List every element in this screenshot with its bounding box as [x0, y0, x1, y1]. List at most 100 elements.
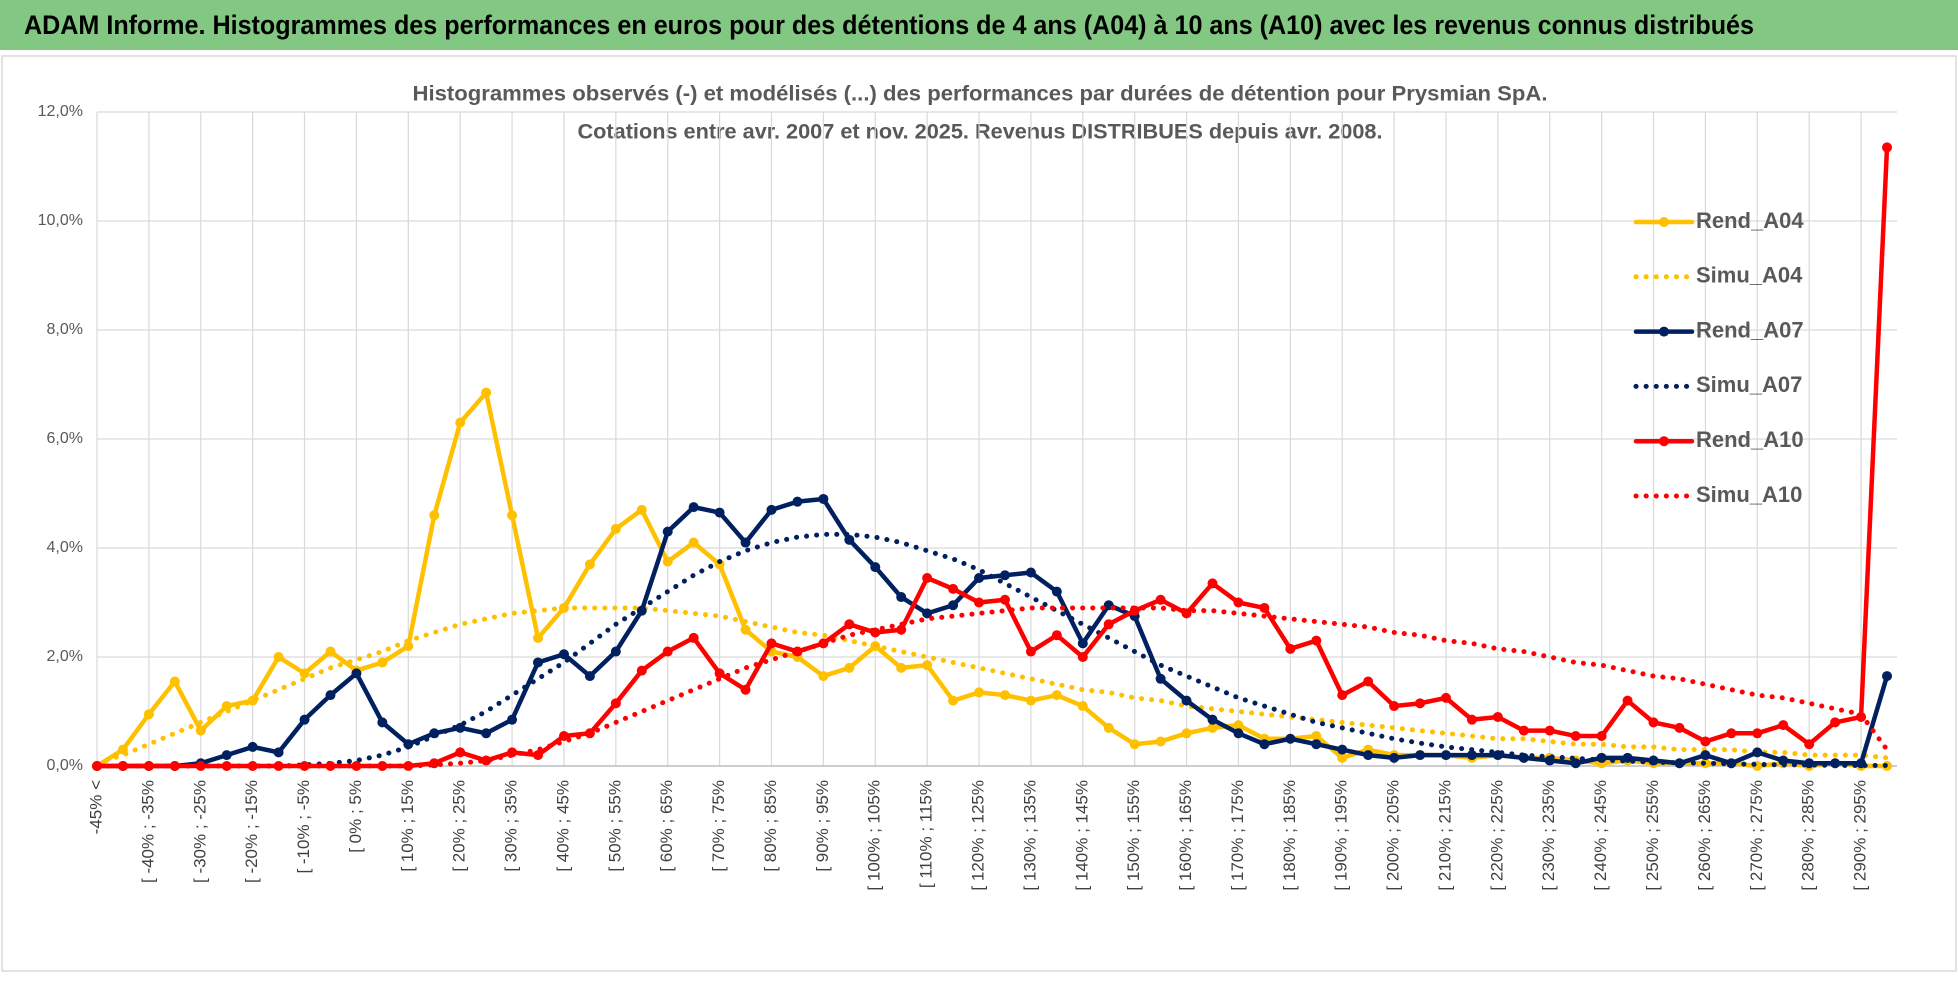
model-line — [94, 531, 1890, 769]
x-tick-label: [ 20% ; 25% — [450, 780, 469, 872]
data-point — [1882, 142, 1892, 153]
x-tick-label: [ 250% ; 255% — [1643, 780, 1662, 891]
model-line — [94, 605, 1890, 769]
data-point — [844, 534, 855, 545]
data-point — [714, 507, 725, 518]
data-point — [1311, 635, 1322, 646]
data-point — [1103, 722, 1114, 733]
data-point — [1207, 578, 1218, 589]
x-tick-label: [ -20% ; -15% — [242, 780, 261, 883]
x-tick-label: [ -40% ; -35% — [138, 780, 157, 883]
data-point — [636, 504, 647, 515]
data-point — [584, 671, 595, 682]
x-tick-label: [ 80% ; 85% — [761, 780, 780, 872]
x-tick-label: [ 210% ; 215% — [1435, 780, 1454, 891]
legend-label: Rend_A07 — [1696, 317, 1804, 342]
data-point — [1337, 690, 1348, 701]
data-point — [507, 510, 518, 521]
data-point — [844, 619, 855, 630]
data-point — [273, 747, 284, 758]
data-point — [1440, 692, 1451, 703]
data-point — [1389, 752, 1400, 763]
data-point — [974, 687, 985, 698]
x-tick-label: [ 0% ; 5% — [346, 780, 365, 853]
y-tick-label: 10,0% — [38, 212, 83, 229]
x-tick-label: [ 260% ; 265% — [1695, 780, 1714, 891]
x-tick-label: [ 230% ; 235% — [1539, 780, 1558, 891]
data-point — [533, 750, 544, 761]
data-point — [377, 657, 388, 668]
data-point — [948, 695, 959, 706]
data-point — [169, 761, 180, 771]
data-point — [1051, 630, 1062, 641]
data-point — [1077, 652, 1088, 662]
data-point — [117, 761, 128, 771]
x-tick-label: [ 40% ; 45% — [553, 780, 572, 872]
data-point — [1363, 676, 1374, 687]
data-point — [325, 646, 336, 657]
data-point — [195, 725, 206, 736]
x-tick-label: [ 190% ; 195% — [1332, 780, 1351, 891]
data-point — [325, 690, 336, 701]
data-point — [1570, 731, 1581, 742]
data-point — [1259, 602, 1270, 613]
x-tick-label: [ 90% ; 95% — [813, 780, 832, 872]
data-point — [999, 570, 1010, 581]
legend-label: Simu_A07 — [1696, 372, 1802, 397]
data-point — [299, 668, 310, 679]
data-point — [818, 493, 829, 504]
chart-subtitle: Cotations entre avr. 2007 et nov. 2025. … — [578, 121, 1383, 144]
x-tick-label: [ 120% ; 125% — [969, 780, 988, 891]
data-point — [740, 684, 751, 695]
x-tick-label: [ 270% ; 275% — [1747, 780, 1766, 891]
data-point — [1311, 731, 1322, 742]
y-tick-label: 2,0% — [47, 648, 83, 665]
data-point — [1025, 695, 1036, 706]
legend-label: Simu_A10 — [1696, 482, 1802, 507]
x-tick-label: [ 50% ; 55% — [605, 780, 624, 872]
x-tick-label: -45% < — [86, 780, 105, 834]
data-point — [143, 709, 154, 720]
data-point — [1129, 739, 1140, 750]
x-tick-label: [ 10% ; 15% — [398, 780, 417, 872]
chart-border — [1, 55, 1957, 972]
data-point — [1882, 671, 1892, 682]
data-point — [1155, 736, 1166, 747]
data-point — [247, 741, 258, 752]
data-point — [1155, 673, 1166, 684]
data-point — [662, 646, 673, 657]
data-point — [1700, 750, 1711, 761]
data-point — [1285, 733, 1296, 744]
legend-marker — [1659, 436, 1669, 447]
data-point — [1025, 646, 1036, 657]
y-tick-label: 8,0% — [47, 321, 83, 338]
data-point — [688, 502, 699, 513]
data-point — [1207, 722, 1218, 733]
x-tick-label: [ 140% ; 145% — [1072, 780, 1091, 891]
data-point — [169, 676, 180, 687]
data-point — [1155, 594, 1166, 605]
data-point — [870, 562, 881, 573]
data-point — [1415, 698, 1426, 709]
legend-marker — [1659, 217, 1669, 227]
data-point — [1622, 695, 1633, 706]
data-point — [740, 537, 751, 548]
data-point — [1207, 714, 1218, 725]
data-point — [740, 624, 751, 635]
data-point — [1181, 695, 1192, 706]
data-point — [1830, 717, 1841, 728]
data-point — [948, 600, 959, 611]
model-line — [94, 605, 1890, 766]
x-tick-label: [ 240% ; 245% — [1591, 780, 1610, 891]
data-point — [403, 641, 414, 652]
data-point — [1466, 750, 1477, 761]
data-point — [1752, 728, 1763, 739]
data-point — [766, 504, 777, 515]
data-point — [299, 761, 310, 771]
data-point — [1804, 739, 1815, 750]
x-tick-label: [ 150% ; 155% — [1124, 780, 1143, 891]
data-point — [974, 572, 985, 583]
data-point — [481, 755, 492, 766]
data-point — [1051, 690, 1062, 701]
